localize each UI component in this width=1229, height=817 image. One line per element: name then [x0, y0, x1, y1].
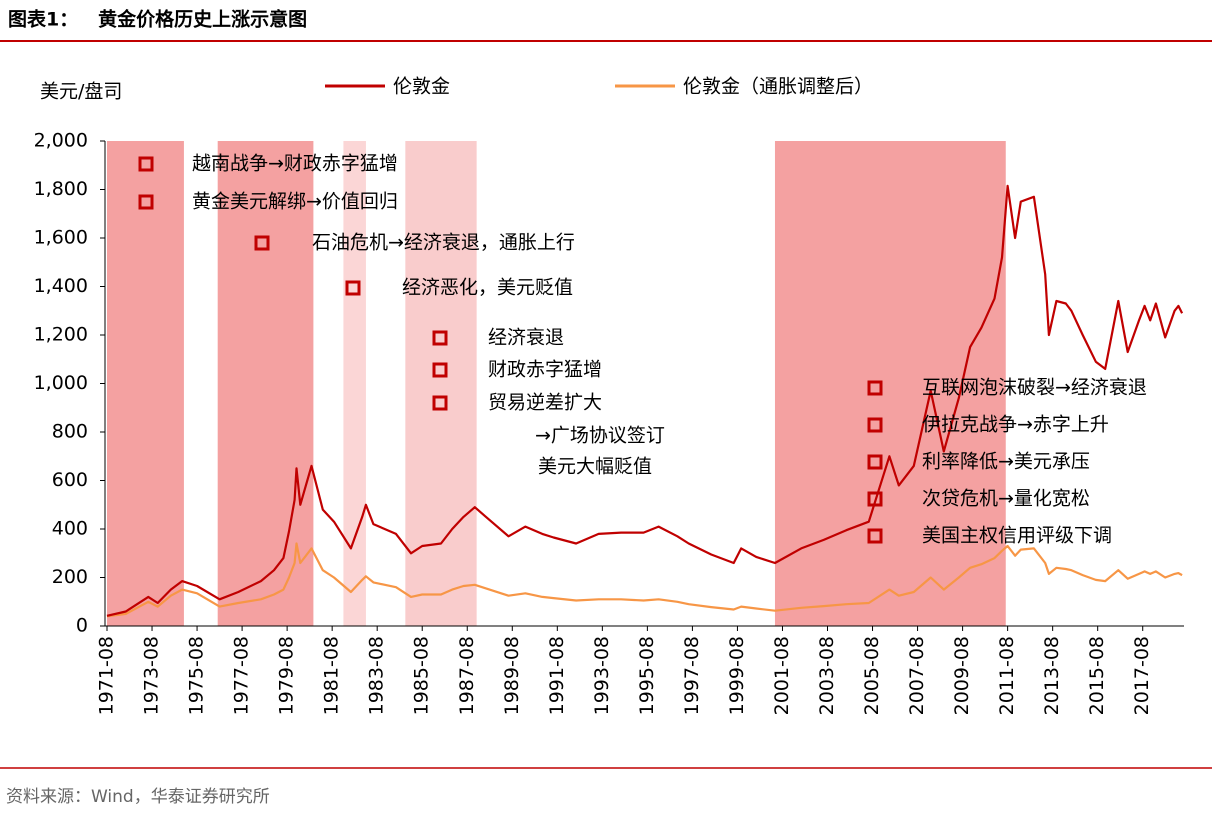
y-tick-label: 1,800: [34, 178, 88, 200]
x-tick-label: 2005-08: [861, 636, 883, 715]
period-band: [107, 141, 184, 626]
annotation: 贸易逆差扩大: [488, 392, 602, 414]
annotation: 黄金美元解绑→价值回归: [192, 191, 398, 213]
annotation: 财政赤字猛增: [488, 359, 602, 381]
x-tick-label: 1991-08: [546, 636, 568, 715]
x-tick-label: 1995-08: [636, 636, 658, 715]
x-tick-label: 1993-08: [591, 636, 613, 715]
annotation: 美元大幅贬值: [538, 456, 652, 478]
x-tick-label: 2013-08: [1041, 636, 1063, 715]
y-tick-label: 1,000: [34, 372, 88, 394]
x-tick-label: 1977-08: [231, 636, 253, 715]
x-tick-label: 2003-08: [816, 636, 838, 715]
x-tick-label: 2007-08: [906, 636, 928, 715]
annotation: 次贷危机→量化宽松: [922, 488, 1090, 510]
annotation-marker: [432, 362, 448, 378]
annotation: 石油危机→经济衰退，通胀上行: [312, 232, 575, 254]
x-tick-label: 2011-08: [996, 636, 1018, 715]
chart-title: 图表1： 黄金价格历史上涨示意图: [8, 8, 307, 31]
y-tick-label: 600: [52, 469, 88, 491]
x-tick-label: 2017-08: [1131, 636, 1153, 715]
y-tick-label: 1,400: [34, 275, 88, 297]
y-tick-label: 1,600: [34, 227, 88, 249]
y-tick-label: 200: [52, 566, 88, 588]
annotation-marker: [345, 280, 361, 296]
period-band: [343, 141, 366, 626]
annotation-marker: [138, 156, 154, 172]
annotation: 经济衰退: [488, 327, 564, 349]
series-line: [106, 542, 1183, 618]
y-tick-label: 0: [76, 615, 88, 637]
x-tick-label: 1983-08: [366, 636, 388, 715]
annotation-marker: [432, 395, 448, 411]
annotation-marker: [254, 235, 270, 251]
y-tick-label: 800: [52, 421, 88, 443]
source: 资料来源：Wind，华泰证券研究所: [6, 787, 270, 807]
x-tick-label: 1975-08: [186, 636, 208, 715]
x-tick-label: 1985-08: [411, 636, 433, 715]
y-tick-label: 2,000: [34, 130, 88, 152]
annotation: 美国主权信用评级下调: [922, 525, 1112, 547]
x-tick-label: 1979-08: [276, 636, 298, 715]
x-tick-label: 1997-08: [681, 636, 703, 715]
annotation-marker: [432, 330, 448, 346]
annotation-marker: [867, 491, 883, 507]
period-band: [774, 141, 1006, 626]
x-tick-label: 1973-08: [141, 636, 163, 715]
annotation-marker: [867, 380, 883, 396]
annotation-marker: [138, 194, 154, 210]
y-tick-label: 1,200: [34, 324, 88, 346]
series-line: [106, 184, 1184, 617]
x-tick-label: 1999-08: [726, 636, 748, 715]
x-tick-label: 1981-08: [321, 636, 343, 715]
x-tick-label: 1987-08: [456, 636, 478, 715]
annotation: 利率降低→美元承压: [922, 451, 1090, 473]
x-tick-label: 1971-08: [96, 636, 118, 715]
x-tick-label: 2015-08: [1086, 636, 1108, 715]
annotation-marker: [867, 528, 883, 544]
y-tick-label: 400: [52, 518, 88, 540]
x-tick-label: 2009-08: [951, 636, 973, 715]
annotation: 越南战争→财政赤字猛增: [192, 153, 398, 175]
annotation: 经济恶化，美元贬值: [402, 277, 573, 299]
annotation-marker: [867, 454, 883, 470]
legend-label: 伦敦金: [393, 76, 450, 98]
period-band: [405, 141, 477, 626]
x-tick-label: 2001-08: [771, 636, 793, 715]
y-axis-label: 美元/盘司: [40, 81, 122, 103]
annotation-marker: [867, 417, 883, 433]
x-tick-label: 1989-08: [501, 636, 523, 715]
legend-label: 伦敦金（通胀调整后）: [683, 76, 873, 98]
annotation: 互联网泡沫破裂→经济衰退: [922, 377, 1147, 399]
annotation: 伊拉克战争→赤字上升: [922, 414, 1109, 436]
annotation: →广场协议签订: [535, 425, 665, 447]
